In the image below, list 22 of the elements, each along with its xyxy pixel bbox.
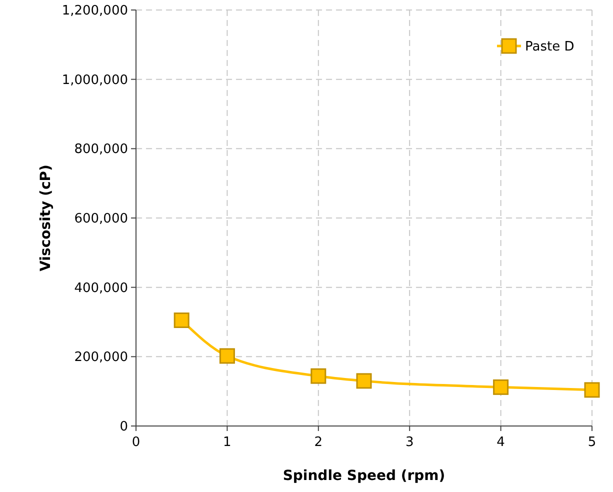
y-tick-label: 800,000 [74,142,128,158]
y-tick-label: 0 [120,420,128,434]
point [174,312,190,328]
point [219,348,235,364]
point [493,379,509,395]
x-tick-label: 1 [223,435,232,450]
y-tick-label: 1,200,000 [62,4,128,18]
x-tick-label: 3 [405,435,414,450]
y-tick-label: 1,000,000 [62,72,128,88]
y-tick-label: 400,000 [74,280,128,296]
x-tick-label: 2 [314,435,323,450]
x-axis-title: Spindle Speed (rpm) [282,468,446,484]
y-tick-label: 600,000 [74,212,128,226]
point [584,382,600,398]
y-axis-title: Viscosity (cP) [38,164,54,272]
legend-label: Paste D [525,40,574,54]
x-tick-label: 0 [132,435,140,450]
point [356,373,372,389]
x-tick-label: 4 [496,435,505,450]
x-tick-label: 5 [588,435,596,450]
y-tick-label: 200,000 [74,350,128,366]
point [310,368,326,384]
